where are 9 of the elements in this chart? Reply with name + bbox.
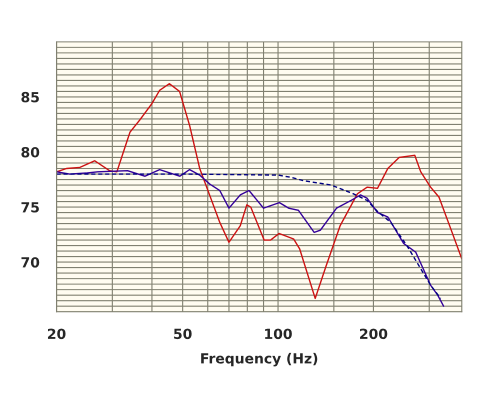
y-tick-label: 85 <box>21 92 39 102</box>
x-tick-label: 200 <box>360 328 388 340</box>
y-tick-label: 80 <box>21 146 40 158</box>
x-tick-label: 50 <box>174 328 192 340</box>
x-tick-label: 100 <box>265 328 292 340</box>
x-tick-label: 20 <box>48 328 66 340</box>
x-axis-title: Frequency (Hz) <box>201 352 318 366</box>
y-tick-label: 75 <box>21 202 39 213</box>
y-tick-label: 70 <box>21 257 40 268</box>
